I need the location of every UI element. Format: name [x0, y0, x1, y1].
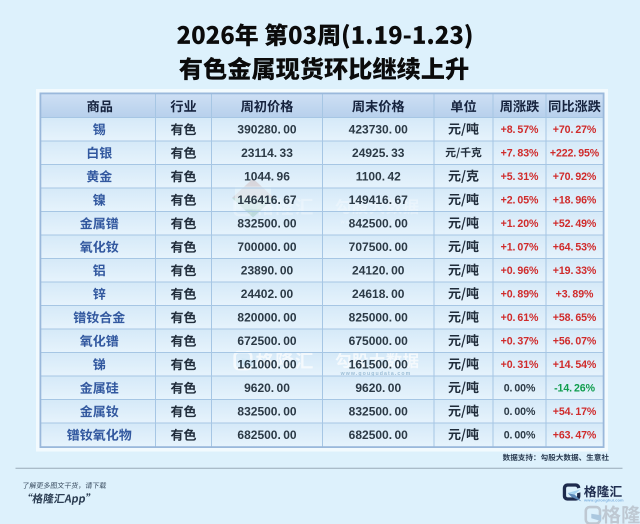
svg-text:9620. 00: 9620. 00 [244, 381, 290, 395]
svg-text:161000. 00: 161000. 00 [237, 358, 296, 372]
svg-text:+8. 57%: +8. 57% [501, 124, 539, 136]
svg-text:149416. 67: 149416. 67 [349, 193, 408, 207]
svg-text:+0. 96%: +0. 96% [501, 265, 539, 277]
svg-text:www.gougudata.com: www.gougudata.com [340, 220, 412, 226]
svg-text:707500. 00: 707500. 00 [349, 240, 408, 254]
svg-text:+0. 37%: +0. 37% [501, 336, 539, 348]
svg-text:+0. 89%: +0. 89% [501, 289, 539, 301]
svg-text:700000. 00: 700000. 00 [237, 240, 296, 254]
svg-text:825000. 00: 825000. 00 [349, 311, 408, 325]
svg-text:24925. 33: 24925. 33 [352, 146, 405, 160]
svg-text:+3. 89%: +3. 89% [556, 289, 594, 301]
svg-text:672500. 00: 672500. 00 [237, 334, 296, 348]
svg-text:+63. 47%: +63. 47% [553, 430, 597, 442]
svg-text:832500. 00: 832500. 00 [237, 217, 296, 231]
svg-text:www.gougudata.com: www.gougudata.com [340, 371, 412, 377]
svg-text:0. 00%: 0. 00% [504, 383, 536, 395]
svg-text:+1. 20%: +1. 20% [501, 218, 539, 230]
svg-text:1044. 96: 1044. 96 [244, 170, 290, 184]
svg-text:9620. 00: 9620. 00 [355, 381, 401, 395]
svg-text:www.gelonghui.com: www.gelonghui.com [583, 498, 624, 503]
svg-text:24402. 00: 24402. 00 [241, 287, 294, 301]
svg-text:+54. 17%: +54. 17% [553, 406, 597, 418]
svg-text:+14. 54%: +14. 54% [553, 359, 597, 371]
svg-text:24618. 00: 24618. 00 [352, 287, 405, 301]
svg-text:+19. 33%: +19. 33% [553, 265, 597, 277]
svg-text:+58. 65%: +58. 65% [553, 312, 597, 324]
svg-text:1100. 42: 1100. 42 [356, 170, 401, 184]
svg-text:+0. 31%: +0. 31% [501, 359, 539, 371]
svg-text:+222. 95%: +222. 95% [550, 148, 600, 160]
svg-text:0. 00%: 0. 00% [504, 430, 536, 442]
svg-text:682500. 00: 682500. 00 [237, 428, 296, 442]
svg-text:23114. 33: 23114. 33 [241, 146, 293, 160]
svg-text:+70. 27%: +70. 27% [553, 124, 597, 136]
svg-text:+5. 31%: +5. 31% [501, 171, 539, 183]
svg-text:-14. 26%: -14. 26% [554, 383, 595, 395]
svg-text:+0. 61%: +0. 61% [501, 312, 539, 324]
svg-text:390280. 00: 390280. 00 [237, 123, 296, 137]
svg-text:675000. 00: 675000. 00 [349, 334, 408, 348]
svg-text:682500. 00: 682500. 00 [349, 428, 408, 442]
svg-text:+64. 53%: +64. 53% [553, 242, 597, 254]
svg-text:0. 00%: 0. 00% [504, 406, 536, 418]
svg-text:23890. 00: 23890. 00 [241, 264, 294, 278]
svg-text:423730. 00: 423730. 00 [349, 123, 408, 137]
svg-text:842500. 00: 842500. 00 [349, 217, 408, 231]
svg-text:24120. 00: 24120. 00 [352, 264, 405, 278]
svg-text:832500. 00: 832500. 00 [237, 405, 296, 419]
svg-text:820000. 00: 820000. 00 [237, 311, 296, 325]
svg-text:832500. 00: 832500. 00 [349, 405, 408, 419]
svg-text:+52. 49%: +52. 49% [553, 218, 597, 230]
svg-text:+18. 96%: +18. 96% [553, 195, 597, 207]
svg-text:161500. 00: 161500. 00 [349, 358, 408, 372]
svg-text:146416. 67: 146416. 67 [237, 193, 296, 207]
svg-text:+7. 83%: +7. 83% [501, 148, 539, 160]
svg-text:+1. 07%: +1. 07% [501, 242, 539, 254]
svg-text:+2. 05%: +2. 05% [501, 195, 539, 207]
svg-text:+56. 07%: +56. 07% [553, 336, 597, 348]
svg-text:+70. 92%: +70. 92% [553, 171, 597, 183]
